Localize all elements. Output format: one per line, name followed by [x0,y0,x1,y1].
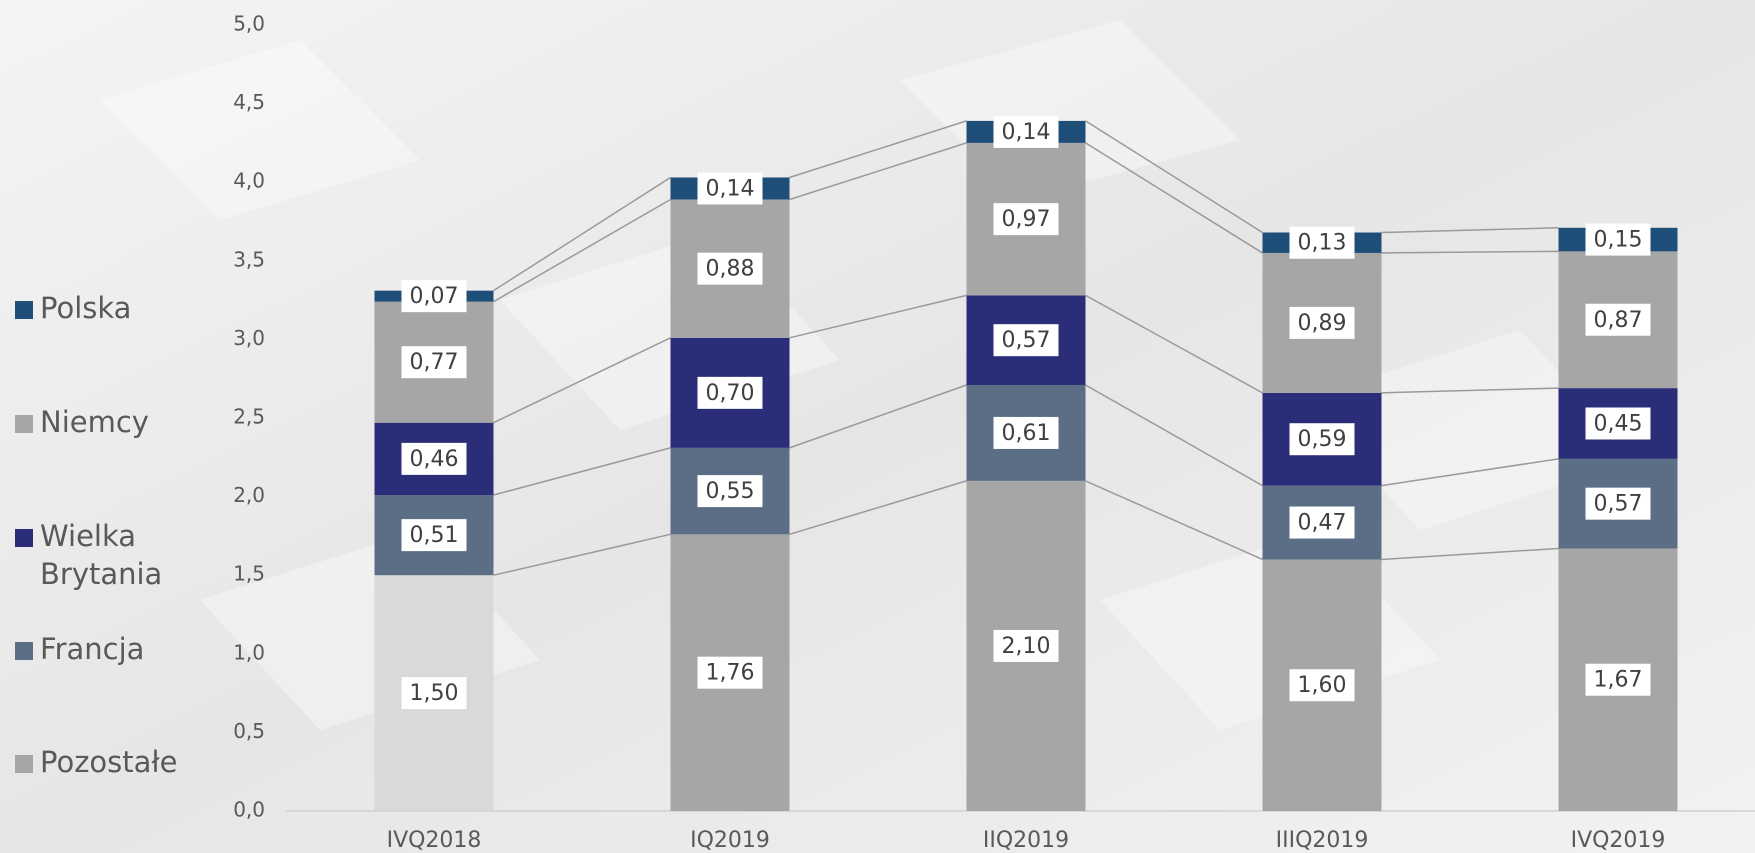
value-label-group: 0,87 [1586,304,1651,336]
value-label-group: 1,76 [698,657,763,689]
value-label: 1,60 [1298,673,1347,698]
x-tick-label: IQ2019 [690,828,770,853]
value-label-group: 1,50 [402,677,467,709]
value-label: 0,51 [410,523,459,548]
value-label-group: 0,70 [698,377,763,409]
legend-label: Francja [40,632,144,666]
y-tick-label: 1,0 [233,640,265,664]
value-label: 0,89 [1298,311,1347,336]
value-label: 2,10 [1002,634,1051,659]
value-label-group: 0,14 [994,116,1059,148]
value-label: 0,14 [706,176,755,201]
value-label-group: 0,88 [698,253,763,285]
value-label-group: 0,55 [698,475,763,507]
value-label: 0,57 [1002,328,1051,353]
value-label-group: 0,07 [402,280,467,312]
y-tick-label: 1,5 [233,562,265,586]
value-label: 1,67 [1594,668,1643,693]
value-label: 1,76 [706,661,755,686]
value-label: 0,07 [410,284,459,309]
value-label: 0,61 [1002,421,1051,446]
value-label: 0,15 [1594,228,1643,253]
legend-label: Polska [40,291,131,325]
value-label: 0,88 [706,257,755,282]
value-label-group: 0,57 [994,324,1059,356]
value-label-group: 2,10 [994,630,1059,662]
value-label: 0,57 [1594,492,1643,517]
value-label: 0,47 [1298,511,1347,536]
value-label: 0,97 [1002,207,1051,232]
value-label-group: 1,60 [1290,669,1355,701]
legend-swatch [15,301,33,319]
value-label-group: 0,97 [994,203,1059,235]
legend-swatch [15,529,33,547]
y-tick-label: 3,5 [233,247,265,271]
value-label-group: 0,14 [698,172,763,204]
y-tick-label: 4,5 [233,90,265,114]
value-label: 0,45 [1594,412,1643,437]
y-tick-label: 2,5 [233,405,265,429]
value-label-group: 0,57 [1586,488,1651,520]
value-label-group: 0,13 [1290,227,1355,259]
value-label: 0,46 [410,447,459,472]
value-label-group: 0,89 [1290,307,1355,339]
x-tick-label: IVQ2019 [1571,828,1666,853]
value-label-group: 0,77 [402,346,467,378]
y-tick-label: 2,0 [233,483,265,507]
value-label: 0,13 [1298,231,1347,256]
legend-label: Pozostałe [40,745,178,779]
legend-swatch [15,642,33,660]
value-label: 1,50 [410,681,459,706]
y-tick-label: 0,5 [233,719,265,743]
value-label-group: 0,59 [1290,423,1355,455]
x-tick-label: IVQ2018 [387,828,482,853]
value-label: 0,70 [706,381,755,406]
y-tick-label: 0,0 [233,798,265,822]
value-label-group: 0,46 [402,443,467,475]
value-label: 0,87 [1594,308,1643,333]
value-label-group: 0,61 [994,417,1059,449]
value-label: 0,14 [1002,120,1051,145]
legend-label: Niemcy [40,405,149,439]
value-label: 0,55 [706,479,755,504]
value-label-group: 1,67 [1586,664,1651,696]
y-tick-label: 5,0 [233,12,265,36]
y-tick-label: 3,0 [233,326,265,350]
chart: 0,0 0,5 1,0 1,5 2,0 2,5 3,0 3,5 4,0 4,5 5,0 1,50 1,7… [0,0,1755,853]
value-label-group: 0,47 [1290,507,1355,539]
value-label-group: 0,15 [1586,224,1651,256]
legend-swatch [15,755,33,773]
x-tick-label: IIQ2019 [983,828,1069,853]
value-label-group: 0,51 [402,519,467,551]
value-label: 0,77 [410,350,459,375]
x-tick-label: IIIQ2019 [1276,828,1369,853]
y-tick-label: 4,0 [233,169,265,193]
value-label-group: 0,45 [1586,408,1651,440]
legend-swatch [15,415,33,433]
value-label: 0,59 [1298,427,1347,452]
